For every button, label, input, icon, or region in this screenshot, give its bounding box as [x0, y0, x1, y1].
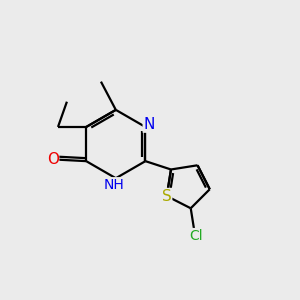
Text: Cl: Cl: [189, 229, 203, 243]
Text: O: O: [46, 152, 58, 167]
Text: S: S: [162, 189, 172, 204]
Text: N: N: [143, 117, 155, 132]
Text: NH: NH: [104, 178, 125, 192]
